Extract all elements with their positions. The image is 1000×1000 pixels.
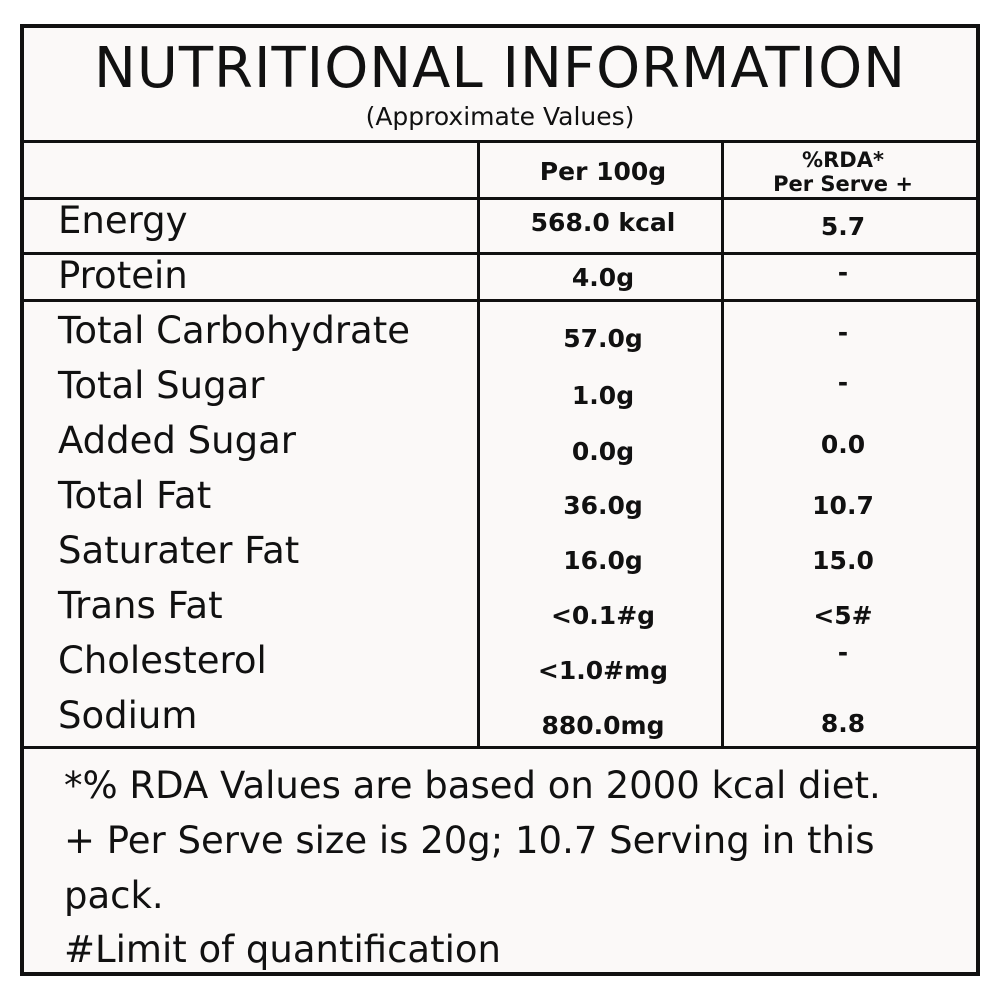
row-value-sodium-rda: 8.8 xyxy=(820,709,866,738)
row-label-energy: Energy xyxy=(58,199,188,242)
row-value-total-sugar-per100g: 1.0g xyxy=(571,381,635,410)
row-value-added-sugar-per100g: 0.0g xyxy=(571,437,635,466)
row-value-trans-fat-per100g: <0.1#g xyxy=(550,601,656,630)
row-value-energy-rda: 5.7 xyxy=(820,212,866,241)
label-title: NUTRITIONAL INFORMATION xyxy=(93,36,907,101)
row-value-total-fat-per100g: 36.0g xyxy=(563,491,643,520)
divider-under-title xyxy=(24,140,976,143)
row-value-saturater-fat-per100g: 16.0g xyxy=(563,546,643,575)
row-label-added-sugar: Added Sugar xyxy=(58,419,296,462)
row-label-trans-fat: Trans Fat xyxy=(58,584,223,627)
column-divider-2 xyxy=(721,143,724,746)
row-value-energy-per100g: 568.0 kcal xyxy=(530,208,676,237)
column-header-per-100g: Per 100g xyxy=(539,157,667,186)
row-value-total-fat-rda: 10.7 xyxy=(812,491,874,520)
row-value-trans-fat-rda: <5# xyxy=(813,601,873,630)
footnote-limit-of-quantification: #Limit of quantification xyxy=(64,928,501,971)
label-subtitle: (Approximate Values) xyxy=(365,102,635,131)
footnote-serve-size-continued: pack. xyxy=(64,874,164,917)
row-value-sodium-per100g: 880.0mg xyxy=(541,711,665,740)
column-divider-1 xyxy=(477,143,480,746)
nutrition-label: NUTRITIONAL INFORMATION (Approximate Val… xyxy=(20,24,980,976)
row-value-cholesterol-rda: - xyxy=(837,638,849,667)
row-value-protein-per100g: 4.0g xyxy=(571,263,635,292)
row-label-sodium: Sodium xyxy=(58,694,198,737)
row-value-total-carbohydrate-per100g: 57.0g xyxy=(563,324,643,353)
row-label-total-carbohydrate: Total Carbohydrate xyxy=(58,309,411,352)
row-value-cholesterol-per100g: <1.0#mg xyxy=(537,656,669,685)
divider-under-protein xyxy=(24,299,976,302)
column-header-rda-per-serve: Per Serve + xyxy=(773,172,913,196)
row-value-saturater-fat-rda: 15.0 xyxy=(812,546,874,575)
divider-above-footnotes xyxy=(24,746,976,749)
footnote-serve-size: + Per Serve size is 20g; 10.7 Serving in… xyxy=(64,819,875,862)
column-header-rda: %RDA* xyxy=(802,148,884,172)
row-value-protein-rda: - xyxy=(837,258,849,287)
row-label-total-fat: Total Fat xyxy=(58,474,212,517)
row-label-protein: Protein xyxy=(58,254,188,297)
divider-under-energy xyxy=(24,252,976,255)
row-label-saturater-fat: Saturater Fat xyxy=(58,529,300,572)
row-label-total-sugar: Total Sugar xyxy=(58,364,265,407)
footnote-rda: *% RDA Values are based on 2000 kcal die… xyxy=(64,764,881,807)
divider-under-column-headers xyxy=(24,197,976,200)
row-value-total-carbohydrate-rda: - xyxy=(837,318,849,347)
row-value-total-sugar-rda: - xyxy=(837,368,849,397)
row-value-added-sugar-rda: 0.0 xyxy=(820,430,866,459)
row-label-cholesterol: Cholesterol xyxy=(58,639,267,682)
